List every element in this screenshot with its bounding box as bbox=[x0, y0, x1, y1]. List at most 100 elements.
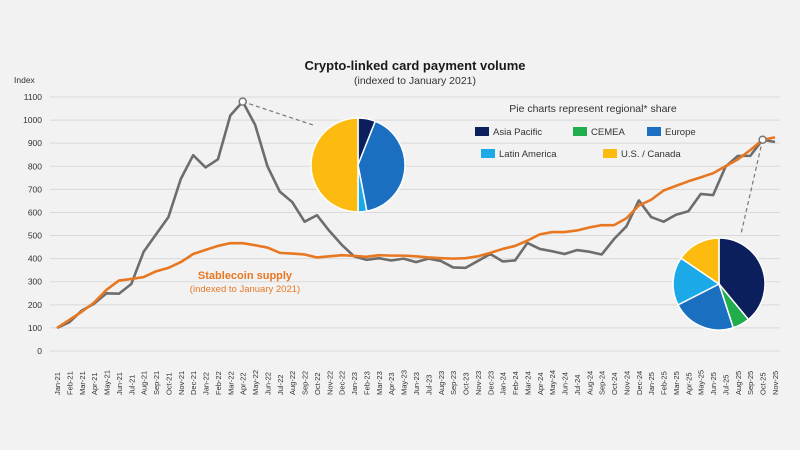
x-tick-label: Jun-23 bbox=[412, 372, 421, 395]
pie-callout-line bbox=[242, 101, 314, 126]
x-tick-label: Feb-21 bbox=[65, 371, 74, 395]
pie-slice-u-s-canada bbox=[310, 117, 359, 213]
x-tick-label: Mar-24 bbox=[523, 371, 532, 395]
y-tick-label: 300 bbox=[28, 277, 42, 287]
x-tick-label: Apr-24 bbox=[536, 372, 545, 395]
x-tick-label: Dec-22 bbox=[338, 371, 347, 395]
legend-swatch bbox=[475, 127, 489, 136]
x-tick-label: Oct-24 bbox=[610, 372, 619, 395]
x-tick-label: Sep-23 bbox=[449, 371, 458, 395]
x-tick-label: Nov-22 bbox=[325, 371, 334, 395]
x-tick-label: Jan-23 bbox=[350, 372, 359, 395]
x-tick-label: Aug-25 bbox=[734, 371, 743, 395]
legend-label: Latin America bbox=[499, 149, 557, 160]
x-tick-label: Apr-21 bbox=[90, 372, 99, 395]
legend-swatch bbox=[481, 149, 495, 158]
legend-label: Europe bbox=[665, 127, 696, 138]
x-tick-label: Oct-25 bbox=[759, 372, 768, 395]
y-tick-label: 1000 bbox=[23, 115, 42, 125]
x-tick-label: Jul-25 bbox=[721, 375, 730, 395]
x-tick-label: Apr-23 bbox=[387, 372, 396, 395]
pie-slice-asia-pacific bbox=[718, 237, 766, 321]
y-tick-label: 0 bbox=[37, 346, 42, 356]
legend-label: U.S. / Canada bbox=[621, 149, 681, 160]
x-tick-label: May-23 bbox=[400, 370, 409, 395]
legend-swatch bbox=[573, 127, 587, 136]
pie-legend-title: Pie charts represent regional* share bbox=[509, 103, 677, 115]
chart-title: Crypto-linked card payment volume bbox=[304, 58, 525, 73]
x-tick-label: Jan-21 bbox=[53, 372, 62, 395]
x-tick-label: Mar-22 bbox=[226, 371, 235, 395]
x-tick-label: Feb-23 bbox=[362, 371, 371, 395]
x-tick-label: Dec-21 bbox=[189, 371, 198, 395]
x-tick-label: Oct-21 bbox=[164, 372, 173, 395]
y-tick-label: 900 bbox=[28, 138, 42, 148]
x-tick-label: Apr-25 bbox=[684, 372, 693, 395]
pie-callout-line bbox=[740, 139, 764, 235]
y-tick-label: 1100 bbox=[24, 92, 43, 102]
series-card-line bbox=[56, 100, 776, 330]
x-tick-label: Aug-24 bbox=[585, 371, 594, 395]
chart-subtitle: (indexed to January 2021) bbox=[354, 75, 476, 87]
pie-slice-latin-america bbox=[672, 257, 721, 306]
stablecoin-label: Stablecoin supply bbox=[198, 270, 293, 282]
x-tick-label: Jan-25 bbox=[647, 372, 656, 395]
x-tick-label: May-24 bbox=[548, 370, 557, 395]
x-tick-label: Oct-23 bbox=[462, 372, 471, 395]
x-tick-label: Jun-25 bbox=[709, 372, 718, 395]
x-tick-label: Jan-22 bbox=[202, 372, 211, 395]
y-tick-label: 500 bbox=[28, 231, 42, 241]
pie-month-marker bbox=[238, 97, 247, 106]
x-tick-label: Dec-23 bbox=[486, 371, 495, 395]
y-tick-label: 600 bbox=[28, 207, 42, 217]
x-tick-label: Nov-23 bbox=[474, 371, 483, 395]
y-tick-label: 100 bbox=[28, 323, 42, 333]
x-tick-label: Sep-24 bbox=[598, 371, 607, 395]
x-tick-label: May-25 bbox=[697, 370, 706, 395]
x-tick-label: Jul-24 bbox=[573, 375, 582, 395]
x-tick-label: Nov-25 bbox=[771, 371, 780, 395]
x-tick-label: Feb-25 bbox=[660, 371, 669, 395]
pie-slice-u-s-canada bbox=[679, 237, 720, 286]
x-tick-label: Mar-25 bbox=[672, 371, 681, 395]
x-tick-label: Aug-23 bbox=[437, 371, 446, 395]
x-tick-label: Nov-21 bbox=[177, 371, 186, 395]
legend-swatch bbox=[603, 149, 617, 158]
x-tick-label: Jul-22 bbox=[276, 375, 285, 395]
x-tick-label: Sep-25 bbox=[746, 371, 755, 395]
x-tick-label: Jun-21 bbox=[115, 372, 124, 395]
x-tick-label: Nov-24 bbox=[622, 371, 631, 395]
x-tick-label: Oct-22 bbox=[313, 372, 322, 395]
x-tick-label: Aug-22 bbox=[288, 371, 297, 395]
x-tick-label: Feb-22 bbox=[214, 371, 223, 395]
x-tick-label: Jul-21 bbox=[127, 375, 136, 395]
y-tick-label: 700 bbox=[28, 184, 42, 194]
x-tick-label: May-22 bbox=[251, 370, 260, 395]
x-tick-label: Feb-24 bbox=[511, 371, 520, 395]
x-tick-label: Mar-23 bbox=[375, 371, 384, 395]
y-tick-label: 400 bbox=[28, 254, 42, 264]
x-tick-label: Jul-23 bbox=[424, 375, 433, 395]
x-tick-label: Aug-21 bbox=[140, 371, 149, 395]
x-tick-label: Apr-22 bbox=[239, 372, 248, 395]
legend-label: Asia Pacific bbox=[493, 127, 542, 138]
pie-slice-europe bbox=[357, 120, 406, 213]
x-tick-label: Sep-22 bbox=[301, 371, 310, 395]
x-tick-label: Jun-24 bbox=[561, 372, 570, 395]
y-tick-label: 800 bbox=[28, 161, 42, 171]
legend-swatch bbox=[647, 127, 661, 136]
x-tick-label: Dec-24 bbox=[635, 371, 644, 395]
y-axis-label: Index bbox=[14, 75, 36, 85]
x-tick-label: Jan-24 bbox=[499, 372, 508, 395]
x-tick-label: Sep-21 bbox=[152, 371, 161, 395]
x-tick-label: Mar-21 bbox=[78, 371, 87, 395]
stablecoin-note: (indexed to January 2021) bbox=[190, 284, 300, 295]
legend-label: CEMEA bbox=[591, 127, 625, 138]
x-tick-label: Jun-22 bbox=[263, 372, 272, 395]
series-stablecoin-line bbox=[56, 136, 776, 329]
x-tick-label: May-21 bbox=[103, 370, 112, 395]
pie-month-marker bbox=[758, 135, 767, 144]
y-tick-label: 200 bbox=[28, 300, 42, 310]
pie-slice-europe bbox=[677, 282, 735, 331]
